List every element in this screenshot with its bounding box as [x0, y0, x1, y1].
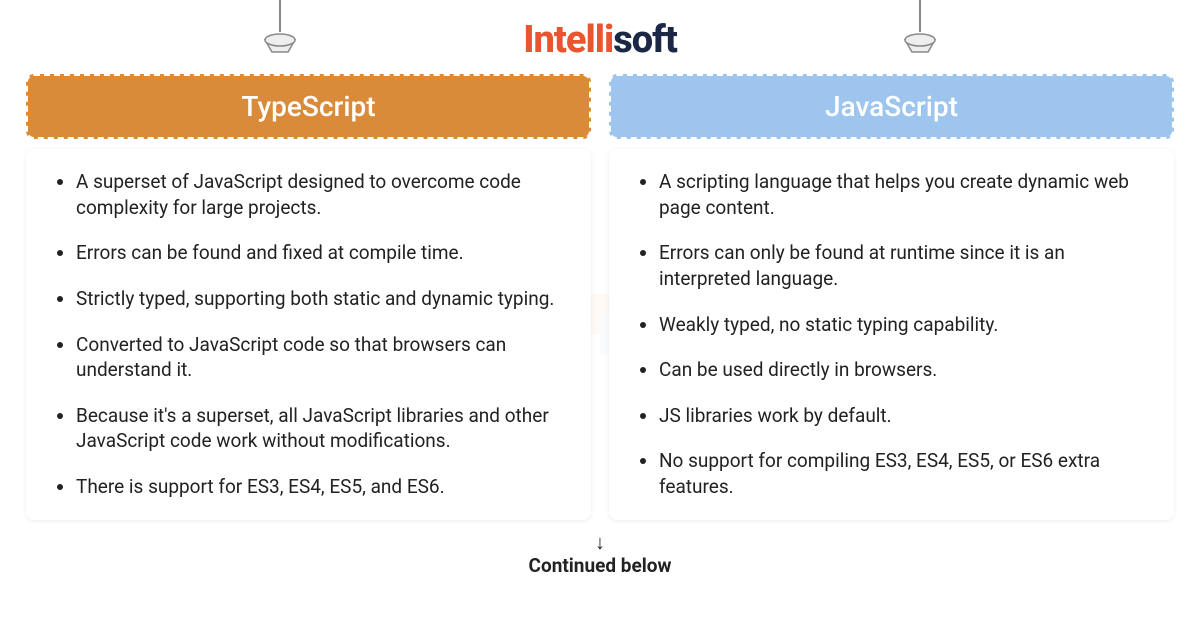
column-header-typescript: TypeScript [26, 74, 591, 139]
list-item: No support for compiling ES3, ES4, ES5, … [659, 448, 1146, 499]
continued-indicator: ↓ Continued below [0, 532, 1200, 577]
list-item: Can be used directly in browsers. [659, 357, 1146, 383]
list-item: There is support for ES3, ES4, ES5, and … [76, 474, 563, 500]
arrow-down-icon: ↓ [0, 532, 1200, 552]
comparison-columns: TypeScript A superset of JavaScript desi… [0, 62, 1200, 520]
logo: Intellisoft [0, 0, 1200, 62]
list-item: Because it's a superset, all JavaScript … [76, 403, 563, 454]
column-header-javascript: JavaScript [609, 74, 1174, 139]
column-body-javascript: A scripting language that helps you crea… [609, 149, 1174, 520]
list-item: Strictly typed, supporting both static a… [76, 286, 563, 312]
list-item: Weakly typed, no static typing capabilit… [659, 312, 1146, 338]
list-item: A scripting language that helps you crea… [659, 169, 1146, 220]
column-typescript: TypeScript A superset of JavaScript desi… [26, 74, 591, 520]
list-item: Converted to JavaScript code so that bro… [76, 332, 563, 383]
continued-label: Continued below [0, 554, 1200, 577]
list-item: Errors can be found and fixed at compile… [76, 240, 563, 266]
logo-part2: soft [613, 18, 677, 62]
list-item: A superset of JavaScript designed to ove… [76, 169, 563, 220]
logo-part1: Intelli [523, 18, 613, 62]
list-item: Errors can only be found at runtime sinc… [659, 240, 1146, 291]
list-item: JS libraries work by default. [659, 403, 1146, 429]
column-javascript: JavaScript A scripting language that hel… [609, 74, 1174, 520]
column-body-typescript: A superset of JavaScript designed to ove… [26, 149, 591, 520]
